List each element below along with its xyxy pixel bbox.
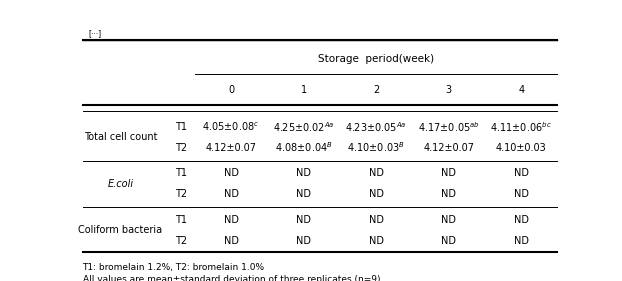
Text: ND: ND bbox=[514, 189, 529, 199]
Text: Storage  period(week): Storage period(week) bbox=[318, 54, 434, 64]
Text: Total cell count: Total cell count bbox=[84, 132, 157, 142]
Text: 1: 1 bbox=[300, 85, 307, 95]
Text: ND: ND bbox=[296, 235, 311, 246]
Text: 0: 0 bbox=[228, 85, 234, 95]
Text: ND: ND bbox=[296, 189, 311, 199]
Text: 4.25±0.02$^{Aa}$: 4.25±0.02$^{Aa}$ bbox=[273, 120, 335, 134]
Text: ND: ND bbox=[369, 189, 384, 199]
Text: ND: ND bbox=[369, 215, 384, 225]
Text: 4.23±0.05$^{Aa}$: 4.23±0.05$^{Aa}$ bbox=[345, 120, 407, 134]
Text: T2: T2 bbox=[175, 189, 187, 199]
Text: 4: 4 bbox=[518, 85, 524, 95]
Text: 4.08±0.04$^{B}$: 4.08±0.04$^{B}$ bbox=[275, 140, 333, 155]
Text: 4.05±0.08$^{c}$: 4.05±0.08$^{c}$ bbox=[203, 121, 260, 133]
Text: ND: ND bbox=[224, 169, 239, 178]
Text: E.coli: E.coli bbox=[108, 179, 134, 189]
Text: 4.12±0.07: 4.12±0.07 bbox=[206, 142, 257, 153]
Text: 4.12±0.07: 4.12±0.07 bbox=[423, 142, 474, 153]
Text: ND: ND bbox=[369, 169, 384, 178]
Text: 4.11±0.06$^{bc}$: 4.11±0.06$^{bc}$ bbox=[490, 120, 552, 134]
Text: ND: ND bbox=[441, 169, 456, 178]
Text: ND: ND bbox=[441, 215, 456, 225]
Text: 2: 2 bbox=[373, 85, 379, 95]
Text: ND: ND bbox=[514, 215, 529, 225]
Text: ND: ND bbox=[224, 235, 239, 246]
Text: ND: ND bbox=[514, 169, 529, 178]
Text: 4.10±0.03$^{B}$: 4.10±0.03$^{B}$ bbox=[347, 140, 405, 155]
Text: T1: T1 bbox=[175, 122, 187, 132]
Text: T1: T1 bbox=[175, 169, 187, 178]
Text: ND: ND bbox=[224, 189, 239, 199]
Text: T1: bromelain 1.2%, T2: bromelain 1.0%: T1: bromelain 1.2%, T2: bromelain 1.0% bbox=[83, 263, 265, 272]
Text: ND: ND bbox=[441, 235, 456, 246]
Text: [···]: [···] bbox=[89, 29, 102, 38]
Text: ND: ND bbox=[369, 235, 384, 246]
Text: 4.17±0.05$^{ab}$: 4.17±0.05$^{ab}$ bbox=[418, 120, 480, 134]
Text: ND: ND bbox=[296, 169, 311, 178]
Text: All values are mean±standard deviation of three replicates (n=9): All values are mean±standard deviation o… bbox=[83, 275, 380, 281]
Text: ND: ND bbox=[441, 189, 456, 199]
Text: 4.10±0.03: 4.10±0.03 bbox=[496, 142, 547, 153]
Text: T1: T1 bbox=[175, 215, 187, 225]
Text: Coliform bacteria: Coliform bacteria bbox=[78, 225, 162, 235]
Text: ND: ND bbox=[296, 215, 311, 225]
Text: T2: T2 bbox=[175, 235, 187, 246]
Text: ND: ND bbox=[224, 215, 239, 225]
Text: T2: T2 bbox=[175, 142, 187, 153]
Text: 3: 3 bbox=[445, 85, 452, 95]
Text: ND: ND bbox=[514, 235, 529, 246]
